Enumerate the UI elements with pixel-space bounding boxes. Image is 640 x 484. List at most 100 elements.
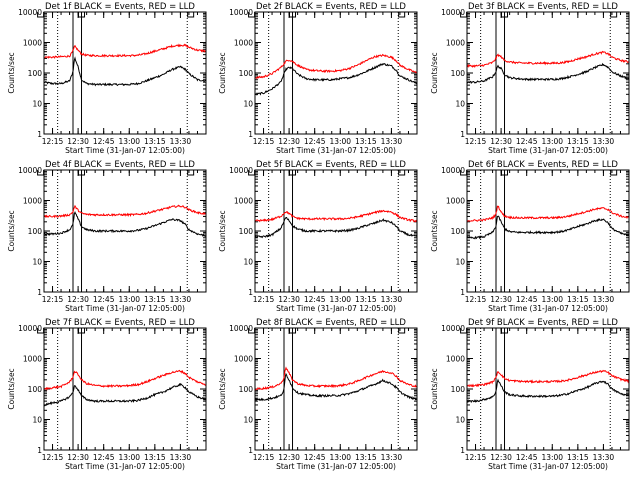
interval-marker (398, 12, 406, 18)
interval-marker (501, 328, 509, 334)
x-tick-label: 12:30 (278, 137, 300, 146)
interval-marker (610, 12, 618, 18)
x-axis-label: Start Time (31-Jan-07 12:05:00) (65, 146, 185, 155)
x-tick-label: 12:15 (253, 137, 275, 146)
x-tick-label: 12:15 (42, 295, 64, 304)
x-tick-label: 12:45 (304, 295, 326, 304)
plot-frame (43, 169, 207, 293)
x-tick-label: 13:30 (170, 295, 192, 304)
events-series-line (255, 372, 417, 402)
interval-marker (187, 12, 195, 18)
panel-title: Det 4f BLACK = Events, RED = LLD (45, 160, 195, 170)
interval-marker (398, 170, 406, 176)
detector-panel: Det 7f BLACK = Events, RED = LLD 1 10 100 10… (7, 318, 207, 471)
plot-frame (254, 11, 418, 135)
x-tick-label: 13:00 (541, 295, 563, 304)
x-tick-label: 13:30 (593, 295, 615, 304)
x-tick-label: 13:15 (567, 137, 589, 146)
y-axis-label: Counts/sec (7, 52, 16, 93)
y-tick-label: 100 (451, 227, 466, 236)
panel-title: Det 8f BLACK = Events, RED = LLD (256, 318, 406, 328)
interval-marker (398, 328, 406, 334)
y-tick-label: 1000 (446, 355, 465, 364)
x-tick-label: 13:00 (541, 137, 563, 146)
x-tick-label: 12:15 (253, 295, 275, 304)
x-axis-label: Start Time (31-Jan-07 12:05:00) (488, 146, 608, 155)
plot-frame (466, 11, 630, 135)
x-tick-label: 13:00 (118, 137, 140, 146)
y-tick-label: 10000 (18, 324, 42, 333)
y-axis-label: Counts/sec (430, 368, 439, 409)
plot-frame (254, 327, 418, 451)
x-tick-label: 13:30 (381, 453, 403, 462)
y-tick-label: 100 (28, 385, 43, 394)
detector-panel: Det 5f BLACK = Events, RED = LLD 1 10 100 10… (218, 160, 418, 313)
events-series-line (44, 382, 206, 407)
y-tick-label: 10000 (229, 324, 253, 333)
x-tick-label: 13:15 (567, 295, 589, 304)
x-axis-label: Start Time (31-Jan-07 12:05:00) (276, 304, 396, 313)
events-series-line (255, 62, 417, 96)
y-tick-label: 1 (248, 288, 253, 297)
events-series-line (255, 217, 417, 239)
lld-series-line (467, 369, 629, 388)
lld-series-line (44, 204, 206, 219)
x-tick-label: 12:15 (465, 295, 487, 304)
y-tick-label: 1 (460, 446, 465, 455)
x-tick-label: 13:15 (355, 295, 377, 304)
y-tick-label: 1000 (23, 355, 42, 364)
interval-marker (501, 12, 509, 18)
interval-marker (78, 170, 86, 176)
y-axis-label: Counts/sec (430, 210, 439, 251)
x-tick-label: 13:00 (541, 453, 563, 462)
y-axis-label: Counts/sec (218, 368, 227, 409)
x-tick-label: 12:45 (304, 137, 326, 146)
x-axis-label: Start Time (31-Jan-07 12:05:00) (488, 304, 608, 313)
y-axis-label: Counts/sec (7, 210, 16, 251)
y-tick-label: 100 (239, 385, 254, 394)
plot-frame (466, 169, 630, 293)
panel-title: Det 5f BLACK = Events, RED = LLD (256, 160, 406, 170)
events-series-line (44, 211, 206, 237)
y-axis-label: Counts/sec (430, 52, 439, 93)
lld-series-line (467, 205, 629, 223)
x-axis-label: Start Time (31-Jan-07 12:05:00) (488, 462, 608, 471)
y-tick-label: 1000 (234, 39, 253, 48)
y-tick-label: 10000 (441, 324, 465, 333)
interval-marker (610, 170, 618, 176)
y-tick-label: 1000 (446, 39, 465, 48)
x-tick-label: 13:00 (329, 295, 351, 304)
x-tick-label: 12:15 (465, 137, 487, 146)
x-tick-label: 12:45 (516, 453, 538, 462)
interval-marker (78, 12, 86, 18)
events-series-line (467, 215, 629, 240)
x-tick-label: 12:30 (278, 453, 300, 462)
plot-frame (466, 327, 630, 451)
plot-frame (254, 169, 418, 293)
x-axis-label: Start Time (31-Jan-07 12:05:00) (276, 146, 396, 155)
x-tick-label: 12:15 (253, 453, 275, 462)
x-tick-label: 13:30 (381, 137, 403, 146)
y-tick-label: 1 (37, 288, 42, 297)
x-tick-label: 13:15 (144, 295, 166, 304)
x-tick-label: 12:30 (490, 453, 512, 462)
interval-marker (289, 170, 297, 176)
x-tick-label: 13:15 (144, 453, 166, 462)
detector-panel: Det 3f BLACK = Events, RED = LLD 1 10 100 10… (430, 2, 630, 155)
y-tick-label: 10 (32, 416, 42, 425)
detector-panel: Det 8f BLACK = Events, RED = LLD 1 10 100 10… (218, 318, 418, 471)
y-axis-label: Counts/sec (7, 368, 16, 409)
panel-title: Det 2f BLACK = Events, RED = LLD (256, 2, 406, 12)
y-tick-label: 10 (243, 416, 253, 425)
lld-series-line (44, 43, 206, 59)
interval-marker (187, 328, 195, 334)
y-tick-label: 100 (28, 69, 43, 78)
lld-series-line (255, 53, 417, 80)
y-tick-label: 1000 (234, 355, 253, 364)
y-tick-label: 10 (455, 416, 465, 425)
panel-title: Det 1f BLACK = Events, RED = LLD (45, 2, 195, 12)
panel-title: Det 7f BLACK = Events, RED = LLD (45, 318, 195, 328)
detector-panel: Det 4f BLACK = Events, RED = LLD 1 10 100 10… (7, 160, 207, 313)
interval-marker (187, 170, 195, 176)
x-tick-label: 13:30 (170, 453, 192, 462)
